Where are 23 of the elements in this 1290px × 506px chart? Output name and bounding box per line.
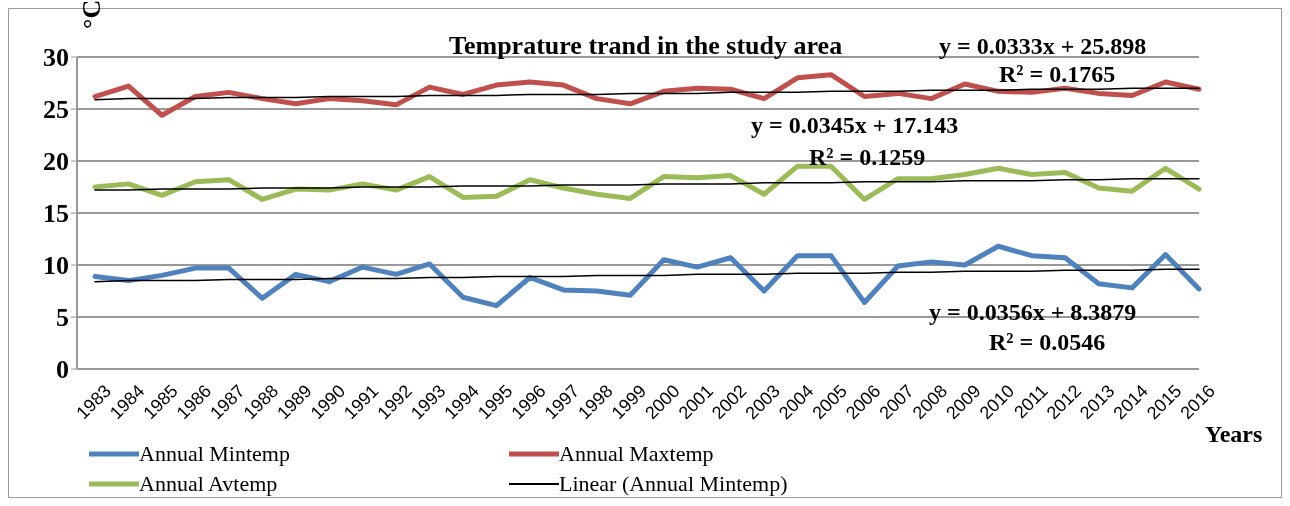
line-series (94, 177, 1200, 191)
y-tick-label: 15 (43, 199, 69, 229)
legend-label: Annual Mintemp (139, 441, 290, 467)
annotation: y = 0.0356x + 8.3879 (929, 299, 1137, 326)
legend-label: Annual Avtemp (139, 471, 278, 497)
x-axis-title: Years (1205, 421, 1263, 448)
y-tick-label: 5 (56, 303, 69, 333)
chart-title: Temprature trand in the study area (449, 31, 843, 61)
annotation: y = 0.0345x + 17.143 (751, 112, 959, 139)
line-series (94, 87, 1200, 101)
annotation: R² = 0.1259 (809, 144, 926, 171)
y-tick-label: 10 (43, 251, 69, 281)
annotation: y = 0.0333x + 25.898 (939, 33, 1147, 60)
y-tick-label: 25 (43, 95, 69, 125)
y-tick-label: 30 (43, 43, 69, 73)
annotation: R² = 0.0546 (989, 329, 1106, 356)
y-tick-label: 20 (43, 147, 69, 177)
y-axis-title: °C (77, 0, 107, 29)
legend-label: Annual Maxtemp (559, 441, 714, 467)
legend-label: Linear (Annual Mintemp) (559, 471, 788, 497)
annotation: R² = 0.1765 (999, 61, 1116, 88)
y-tick-label: 0 (56, 355, 69, 385)
line-series (94, 268, 1200, 283)
